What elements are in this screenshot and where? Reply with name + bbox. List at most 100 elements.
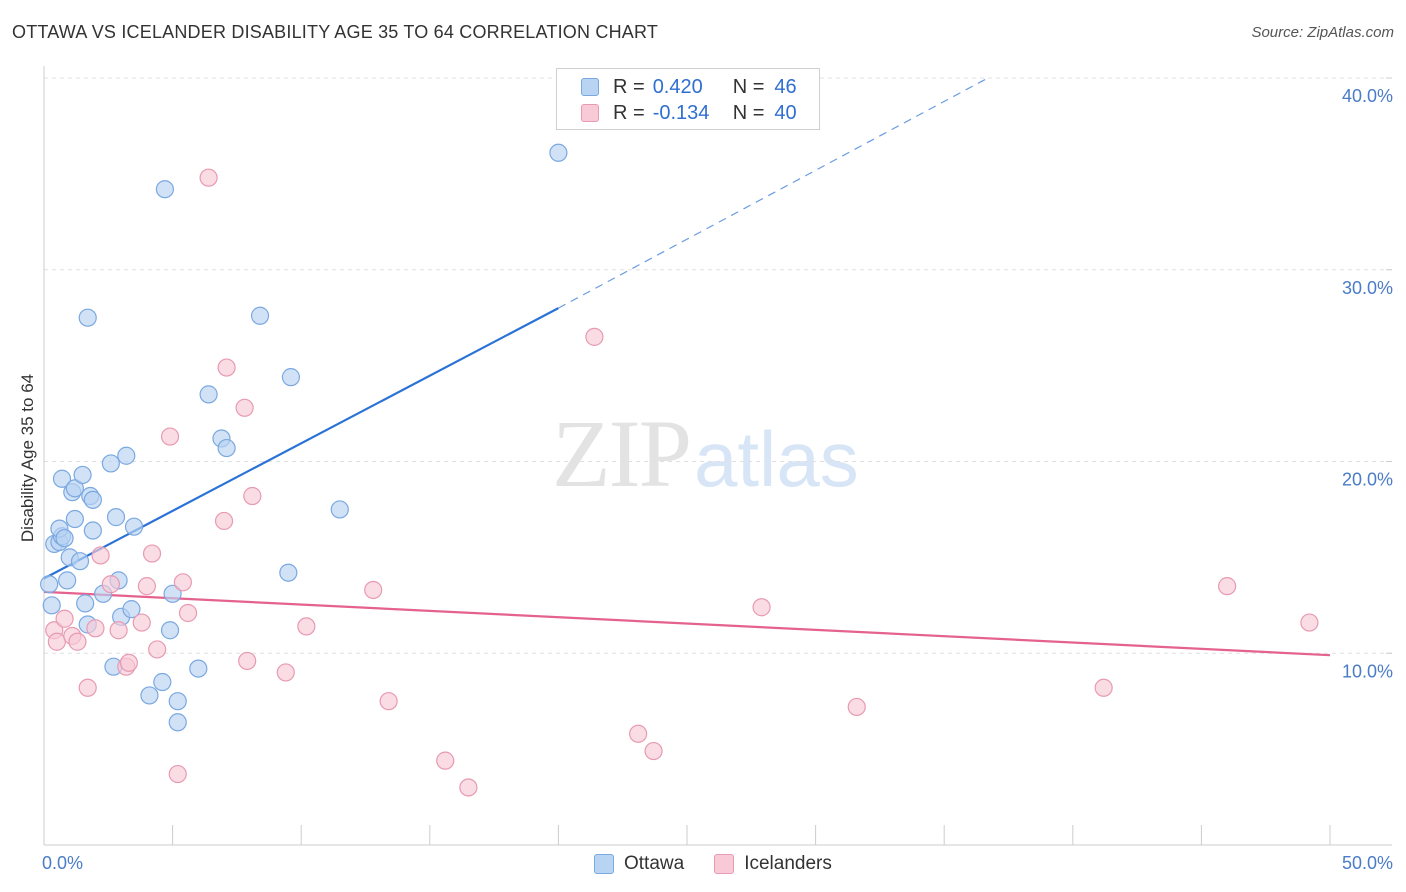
ottawa-trend-line	[43, 307, 559, 580]
points-layer	[40, 143, 1319, 797]
y-tick-label: 10.0%	[1342, 661, 1393, 681]
icelanders-point	[178, 603, 198, 623]
icelanders-point	[276, 663, 295, 682]
x-tick-label-min: 0.0%	[42, 853, 83, 873]
ottawa-point	[73, 465, 92, 485]
legend-n-value: 40	[774, 101, 797, 124]
legend-item-ottawa[interactable]: Ottawa	[594, 853, 684, 875]
grid-layer	[44, 77, 1392, 654]
ottawa-point	[101, 454, 120, 473]
icelanders-swatch	[714, 854, 735, 874]
icelanders-point	[243, 486, 262, 506]
ottawa-point	[330, 500, 349, 519]
icelanders-point	[142, 544, 162, 563]
series-legend: Ottawa Icelanders	[594, 852, 862, 876]
ottawa-point	[217, 438, 236, 458]
legend-item-icelanders[interactable]: Icelanders	[714, 853, 832, 875]
ottawa-point	[65, 479, 84, 498]
y-tick-label: 20.0%	[1342, 470, 1393, 490]
ottawa-point	[117, 446, 136, 465]
ottawa-point	[122, 600, 141, 619]
ottawa-point	[124, 517, 144, 536]
ottawa-point	[42, 596, 61, 615]
legend-r-label: R =	[613, 101, 645, 124]
icelanders-point	[1300, 613, 1319, 632]
icelanders-point	[459, 778, 478, 797]
legend-r-label: R =	[613, 75, 645, 98]
icelanders-point	[173, 573, 192, 592]
ottawa-point	[70, 552, 90, 571]
ottawa-point	[40, 575, 59, 594]
icelanders-point	[137, 577, 156, 596]
legend-n-value: 46	[774, 75, 797, 98]
correlation-legend: R = 0.420 N = 46 R = -0.134 N = 40	[556, 68, 820, 130]
ottawa-point	[199, 385, 218, 404]
x-tick-label-max: 50.0%	[1342, 853, 1393, 873]
icelanders-point	[132, 613, 151, 632]
ottawa-point	[76, 594, 95, 613]
source-credit: Source: ZipAtlas.com	[1251, 24, 1394, 41]
icelanders-point	[217, 358, 236, 377]
icelanders-point	[101, 575, 120, 594]
icelanders-point	[86, 619, 105, 638]
ottawa-trend-extension	[558, 77, 989, 309]
icelanders-point	[436, 751, 455, 770]
ottawa-point	[168, 692, 187, 711]
ottawa-point	[65, 509, 84, 529]
icelanders-point	[644, 741, 663, 761]
axes-layer	[43, 66, 1392, 846]
ottawa-swatch	[594, 854, 614, 874]
ottawa-point	[52, 469, 72, 488]
legend-row-ottawa: R = 0.420 N = 46	[581, 75, 797, 99]
ottawa-point	[58, 571, 77, 590]
icelanders-point	[585, 327, 604, 346]
ottawa-point	[168, 713, 187, 732]
icelanders-point	[752, 598, 771, 617]
ottawa-point	[153, 672, 172, 692]
ottawa-swatch	[581, 78, 599, 96]
icelanders-point	[55, 609, 74, 628]
y-tick-label: 40.0%	[1342, 86, 1393, 106]
ottawa-point	[106, 508, 126, 527]
y-tick-label: 30.0%	[1342, 278, 1393, 298]
icelanders-point	[214, 511, 234, 531]
legend-n-label: N =	[732, 75, 765, 98]
y-axis-label: Disability Age 35 to 64	[18, 374, 37, 542]
icelanders-point	[109, 621, 128, 640]
icelanders-trend-line	[43, 590, 1331, 657]
icelanders-point	[238, 651, 257, 671]
icelanders-point	[235, 398, 254, 417]
icelanders-point	[91, 546, 110, 565]
ottawa-point	[160, 621, 180, 640]
labels-layer: Disability Age 35 to 64 0.0% 50.0% 10.0%…	[18, 86, 1393, 873]
icelanders-point	[78, 678, 97, 697]
legend-row-icelanders: R = -0.134 N = 40	[581, 101, 797, 125]
icelanders-point	[629, 724, 648, 743]
ottawa-point	[155, 180, 174, 199]
legend-r-value: 0.420	[652, 75, 703, 98]
icelanders-point	[47, 632, 66, 651]
ottawa-point	[55, 529, 74, 548]
ottawa-point	[83, 521, 102, 540]
ottawa-point	[140, 686, 159, 705]
icelanders-point	[168, 764, 187, 784]
icelanders-point	[160, 427, 180, 446]
legend-r-value: -0.134	[652, 101, 710, 124]
ottawa-point	[83, 490, 102, 509]
icelanders-point	[297, 617, 316, 636]
icelanders-point	[119, 653, 138, 672]
ottawa-point	[78, 308, 97, 327]
trend-layer	[43, 77, 1331, 657]
ottawa-point	[163, 584, 182, 603]
legend-label-icelanders: Icelanders	[744, 853, 832, 874]
icelanders-point	[1218, 577, 1237, 596]
icelanders-point	[379, 692, 398, 711]
ottawa-point	[279, 563, 298, 582]
ottawa-point	[250, 306, 270, 325]
icelanders-point	[1094, 678, 1113, 697]
icelanders-point	[364, 580, 383, 600]
icelanders-point	[68, 632, 87, 651]
legend-label-ottawa: Ottawa	[624, 853, 685, 874]
ottawa-point	[189, 659, 208, 678]
